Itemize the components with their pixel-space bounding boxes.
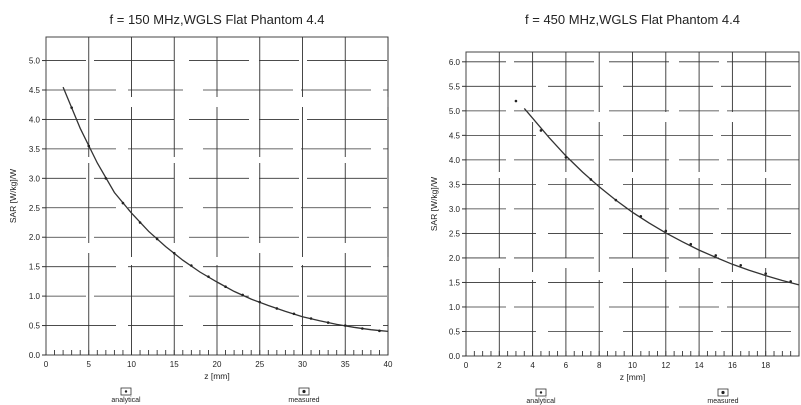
series-measured-point xyxy=(789,280,792,283)
x-axis-label: z [mm] xyxy=(204,371,230,381)
x-tick-label: 35 xyxy=(341,360,350,369)
x-tick-label: 20 xyxy=(213,360,222,369)
series-measured-point xyxy=(241,293,244,297)
series-measured-point xyxy=(190,264,193,267)
y-tick-label: 0.0 xyxy=(449,352,461,361)
x-tick-label: 0 xyxy=(464,361,469,370)
x-tick-label: 16 xyxy=(728,361,737,370)
legend-measured-label: measured xyxy=(288,397,319,404)
series-measured-point xyxy=(275,307,279,310)
series-measured-point xyxy=(714,254,718,257)
y-tick-label: 1.0 xyxy=(449,303,461,312)
series-measured-point xyxy=(378,329,381,333)
y-tick-label: 2.0 xyxy=(29,233,41,242)
series-measured-point xyxy=(764,272,767,275)
y-axis-label: SAR [W/kg]/W xyxy=(8,169,18,223)
y-tick-label: 2.5 xyxy=(449,229,461,238)
legend-measured-marker xyxy=(721,390,725,395)
chart-150mhz: f = 150 MHz,WGLS Flat Phantom 4.4 0.0 0.5 1… xyxy=(8,12,393,404)
x-tick-label: 0 xyxy=(44,360,49,369)
x-tick-label: 2 xyxy=(497,361,502,370)
series-measured-point xyxy=(155,237,159,241)
series-measured-point xyxy=(224,285,227,288)
chart-title: f = 450 MHz,WGLS Flat Phantom 4.4 xyxy=(525,12,740,27)
x-tick-label: 25 xyxy=(255,360,264,369)
y-tick-label: 1.5 xyxy=(29,263,41,272)
series-measured-point xyxy=(292,312,296,316)
series-measured-point xyxy=(104,177,108,180)
y-tick-label: 3.0 xyxy=(29,174,41,183)
y-tick-label: 4.0 xyxy=(449,156,461,165)
series-measured-point xyxy=(564,156,568,159)
series-measured-point xyxy=(343,324,347,327)
x-tick-label: 40 xyxy=(384,360,393,369)
y-tick-label: 0.5 xyxy=(29,322,41,331)
y-tick-label: 2.0 xyxy=(449,254,461,263)
y-tick-label: 1.5 xyxy=(449,278,461,287)
y-tick-label: 2.5 xyxy=(29,204,41,213)
y-tick-label: 3.0 xyxy=(449,205,461,214)
y-tick-label: 4.5 xyxy=(449,131,461,140)
y-axis-label: SAR [W/kg]/W xyxy=(429,177,439,231)
series-analytical-line xyxy=(523,107,800,286)
y-tick-label: 0.5 xyxy=(449,327,461,336)
y-tick-label: 6.0 xyxy=(449,58,461,67)
legend-measured-marker xyxy=(302,389,306,394)
legend-measured-label: measured xyxy=(707,398,738,405)
series-measured-point xyxy=(539,129,543,132)
series-measured-point xyxy=(664,229,668,233)
series-measured-point xyxy=(309,317,313,320)
series-measured-point xyxy=(514,99,518,103)
series-measured-point xyxy=(614,198,618,202)
x-tick-label: 8 xyxy=(597,361,602,370)
series-measured-point xyxy=(207,275,210,278)
y-tick-label: 4.0 xyxy=(29,115,41,124)
x-tick-label: 14 xyxy=(695,361,704,370)
y-tick-label: 1.0 xyxy=(29,292,41,301)
chart-450mhz: f = 450 MHz,WGLS Flat Phantom 4.4 0.0 0.5 1… xyxy=(429,12,800,405)
legend-analytical-marker xyxy=(539,391,543,394)
series-measured-point xyxy=(639,214,643,218)
x-tick-label: 30 xyxy=(298,360,307,369)
x-tick-label: 10 xyxy=(628,361,637,370)
chart-title: f = 150 MHz,WGLS Flat Phantom 4.4 xyxy=(110,12,325,27)
x-tick-label: 15 xyxy=(170,360,179,369)
legend-analytical-label: analytical xyxy=(526,398,556,405)
legend-measured-swatch xyxy=(298,387,310,396)
series-measured-point xyxy=(138,221,142,224)
series-analytical-line xyxy=(62,86,389,333)
y-tick-label: 5.0 xyxy=(449,107,461,116)
x-axis-label: z [mm] xyxy=(620,372,646,382)
legend-analytical-label: analytical xyxy=(111,397,141,404)
series-measured-point xyxy=(172,251,176,255)
series-measured-point xyxy=(361,327,364,330)
x-tick-label: 6 xyxy=(564,361,569,370)
series-measured-point xyxy=(70,106,73,109)
series-measured-point xyxy=(258,300,262,304)
x-tick-label: 10 xyxy=(127,360,136,369)
legend-analytical-swatch xyxy=(535,388,547,397)
series-measured-point xyxy=(739,263,743,267)
y-tick-label: 3.5 xyxy=(29,145,41,154)
legend-analytical-marker xyxy=(124,390,128,393)
y-tick-label: 0.0 xyxy=(29,351,41,360)
series-measured-point xyxy=(689,242,693,246)
y-tick-label: 4.5 xyxy=(29,86,41,95)
x-tick-label: 12 xyxy=(661,361,670,370)
series-measured-point xyxy=(87,144,91,148)
x-tick-label: 18 xyxy=(761,361,770,370)
x-tick-label: 4 xyxy=(530,361,535,370)
legend-measured-swatch xyxy=(717,388,729,397)
y-tick-label: 3.5 xyxy=(449,180,461,189)
series-measured-point xyxy=(589,178,593,181)
series-measured-point xyxy=(121,201,125,205)
series-measured-point xyxy=(326,321,330,324)
legend-analytical-swatch xyxy=(120,387,132,396)
x-tick-label: 5 xyxy=(87,360,92,369)
y-tick-label: 5.0 xyxy=(29,57,41,66)
y-tick-label: 5.5 xyxy=(449,82,461,91)
